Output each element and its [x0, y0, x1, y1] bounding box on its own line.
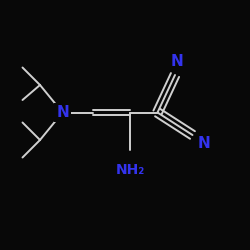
Text: NH₂: NH₂ [116, 163, 144, 177]
Text: N: N [198, 136, 210, 151]
Text: N: N [171, 54, 184, 69]
Text: N: N [56, 105, 69, 120]
